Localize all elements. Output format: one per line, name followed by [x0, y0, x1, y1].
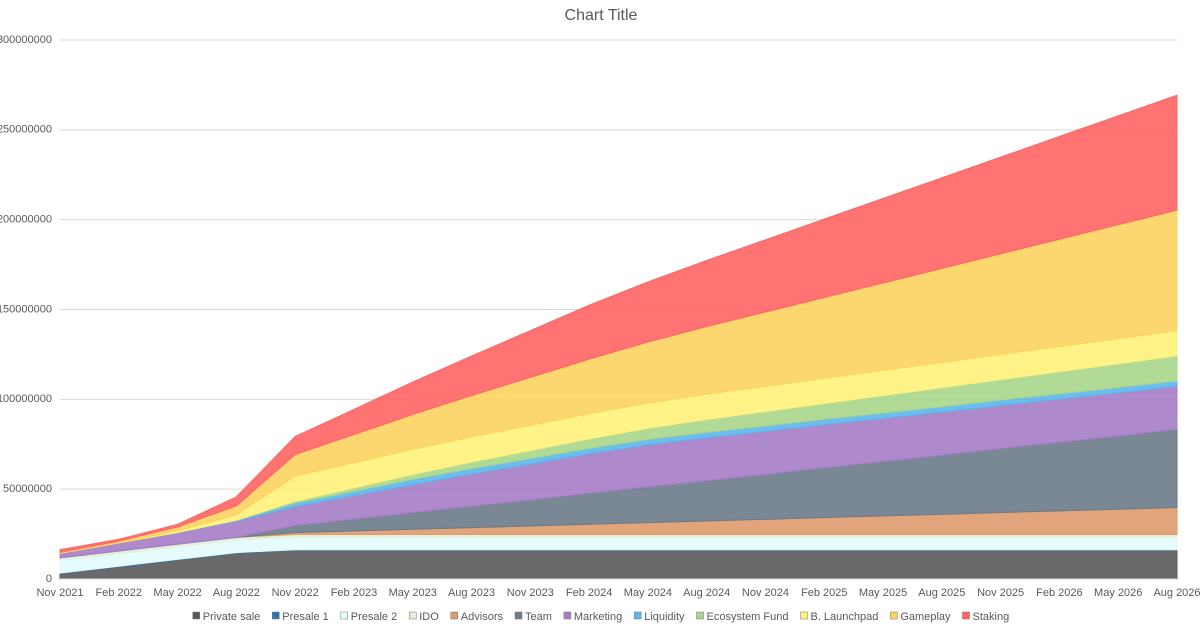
legend-label: Marketing — [574, 611, 622, 623]
legend-label: Staking — [973, 611, 1010, 623]
legend-label: Ecosystem Fund — [707, 611, 789, 623]
legend-swatch — [514, 611, 523, 620]
y-tick-label: 100000000 — [0, 393, 52, 405]
x-tick-label: Feb 2026 — [1036, 587, 1082, 599]
x-tick-label: Nov 2023 — [507, 587, 554, 599]
legend-swatch — [272, 611, 280, 620]
x-tick-label: Nov 2022 — [272, 587, 319, 599]
legend-label: Presale 1 — [282, 611, 328, 623]
y-tick-label: 50000000 — [3, 483, 52, 495]
x-tick-label: Aug 2022 — [213, 587, 260, 599]
x-tick-label: Nov 2021 — [36, 587, 83, 599]
legend-swatch — [450, 611, 459, 620]
y-tick-label: 150000000 — [0, 303, 52, 315]
legend-swatch — [633, 611, 642, 620]
legend-swatch — [340, 611, 349, 620]
legend-label: Presale 2 — [351, 611, 397, 623]
x-tick-label: Nov 2025 — [977, 587, 1024, 599]
legend-label: Advisors — [461, 611, 504, 623]
legend-swatch — [800, 611, 808, 620]
x-tick-label: Feb 2023 — [331, 587, 377, 599]
y-tick-label: 0 — [46, 573, 52, 585]
y-tick-label: 300000000 — [0, 34, 52, 46]
legend-label: Team — [525, 611, 552, 623]
x-tick-label: Aug 2026 — [1153, 587, 1200, 599]
x-tick-label: May 2024 — [624, 587, 672, 599]
x-tick-label: Aug 2023 — [448, 587, 495, 599]
legend-label: B. Launchpad — [810, 611, 878, 623]
chart-title: Chart Title — [565, 7, 638, 24]
legend-label: Liquidity — [644, 611, 685, 623]
x-tick-label: Feb 2025 — [801, 587, 847, 599]
x-tick-label: Nov 2024 — [742, 587, 789, 599]
y-tick-label: 200000000 — [0, 214, 52, 226]
legend-swatch — [192, 611, 201, 620]
legend-label: Gameplay — [900, 611, 951, 623]
x-tick-label: Feb 2022 — [96, 587, 142, 599]
x-tick-label: May 2026 — [1094, 587, 1142, 599]
legend-label: IDO — [419, 611, 439, 623]
x-tick-label: Feb 2024 — [566, 587, 612, 599]
x-tick-label: May 2025 — [859, 587, 907, 599]
legend-swatch — [962, 611, 970, 620]
legend-swatch — [890, 611, 898, 620]
x-tick-label: Aug 2024 — [683, 587, 730, 599]
legend: Private sale Presale 1 Presale 2 IDO Advisor… — [192, 611, 1010, 623]
legend-swatch — [696, 611, 704, 620]
x-tick-label: May 2022 — [153, 587, 201, 599]
legend-swatch — [563, 611, 572, 620]
area — [59, 94, 1178, 554]
x-tick-label: Aug 2025 — [918, 587, 965, 599]
legend-label: Private sale — [203, 611, 260, 623]
legend-swatch — [408, 611, 417, 620]
x-tick-label: May 2023 — [389, 587, 437, 599]
y-tick-label: 250000000 — [0, 124, 52, 136]
